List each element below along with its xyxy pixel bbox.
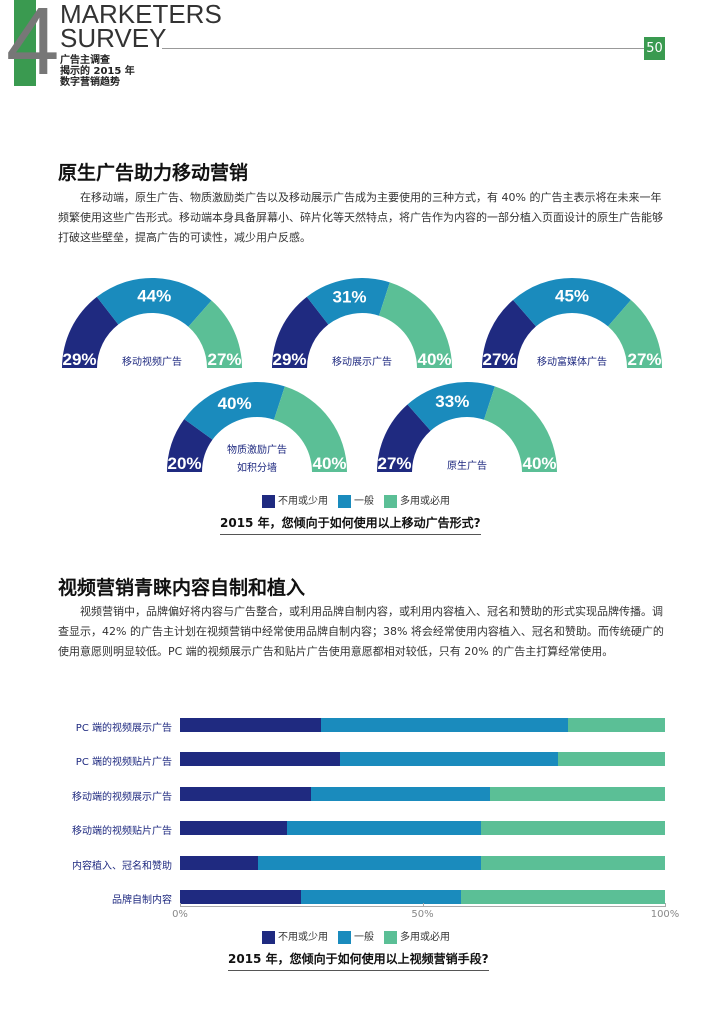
- donut-chart: 29% 44% 27%: [62, 278, 242, 369]
- donut-segment: [306, 278, 390, 325]
- donut-segment: [273, 386, 347, 472]
- donut-segment: [483, 386, 557, 472]
- donut-value-label: 44%: [137, 287, 171, 306]
- donut-value-label: 29%: [62, 350, 96, 369]
- section2-title: 视频营销青睐内容自制和植入: [58, 577, 306, 599]
- bar-segment: [180, 890, 302, 904]
- bar-legend: 不用或少用 一般 多用或必用: [262, 928, 450, 944]
- bar-segment: [490, 787, 665, 801]
- bar-segment: [340, 752, 559, 766]
- subtitle-line: 揭示的 2015 年: [60, 66, 135, 77]
- donut-segment: [96, 278, 212, 327]
- brand-line-2: SURVEY: [60, 23, 167, 53]
- donut-segment: [378, 282, 452, 368]
- x-tick: [180, 903, 181, 907]
- donut-value-label: 31%: [333, 288, 367, 307]
- bar-category-label: 移动端的视频展示广告: [72, 792, 172, 803]
- donut-segment: [62, 296, 119, 368]
- bar-segment: [558, 752, 665, 766]
- section1-paragraph: 在移动端，原生广告、物质激励类广告以及移动展示广告成为主要使用的三种方式，有 4…: [58, 191, 663, 244]
- legend-item: 一般: [338, 928, 374, 944]
- donut-value-label: 27%: [482, 350, 516, 369]
- x-tick-label: 50%: [411, 909, 434, 920]
- donut-chart: 20% 40% 40%: [167, 382, 347, 473]
- bar-segment: [310, 787, 491, 801]
- bar-segment: [286, 821, 481, 835]
- donut-segment: [377, 404, 431, 472]
- donut-category-label: 原生广告: [447, 461, 487, 472]
- donut-value-label: 33%: [435, 392, 469, 411]
- bar-category-label: PC 端的视频贴片广告: [75, 757, 172, 768]
- bar-category-label: 内容植入、冠名和赞助: [72, 861, 172, 872]
- legend-item: 不用或少用: [262, 492, 328, 508]
- donut-value-label: 45%: [555, 287, 589, 306]
- donut-value-label: 27%: [207, 350, 241, 369]
- donut-segment: [513, 278, 631, 327]
- bar-segment: [257, 856, 481, 870]
- donut-segment: [482, 299, 536, 368]
- legend-item: 一般: [338, 492, 374, 508]
- donut-value-label: 40%: [417, 350, 451, 369]
- donut-segment: [188, 300, 242, 368]
- x-tick: [665, 903, 666, 907]
- bar-segment: [180, 752, 341, 766]
- legend-item: 不用或少用: [262, 928, 328, 944]
- bar-segment: [301, 890, 462, 904]
- donut-segment: [272, 296, 329, 368]
- section1-title: 原生广告助力移动营销: [58, 162, 249, 184]
- donut-value-label: 40%: [218, 394, 252, 413]
- donut-category-label: 移动富媒体广告: [537, 357, 607, 368]
- x-tick-label: 100%: [650, 909, 680, 920]
- donut-segment: [184, 382, 285, 440]
- donut-chart: 27% 33% 40%: [377, 382, 557, 473]
- donut-chart: 29% 31% 40%: [272, 278, 452, 369]
- bar-question: 2015 年，您倾向于如何使用以上视频营销手段?: [228, 950, 489, 971]
- donut-category-label: 移动展示广告: [332, 357, 392, 368]
- subtitle-line: 广告主调查: [60, 55, 110, 66]
- bar-segment: [320, 718, 568, 732]
- bar-segment: [480, 821, 665, 835]
- section-number: 4: [6, 0, 60, 95]
- bar-segment: [461, 890, 665, 904]
- bar-segment: [180, 787, 311, 801]
- donut-segment: [167, 419, 213, 472]
- donut-category-label: 移动视频广告: [122, 357, 182, 368]
- bar-segment: [480, 856, 665, 870]
- donut-value-label: 27%: [627, 350, 661, 369]
- donut-segment: [608, 299, 662, 368]
- bar-segment: [180, 718, 321, 732]
- donut-value-label: 27%: [377, 454, 411, 473]
- header-divider: [162, 48, 644, 49]
- page-number: 50: [644, 37, 665, 60]
- donut-value-label: 29%: [272, 350, 306, 369]
- donut-segment: [407, 382, 495, 431]
- donut-legend: 不用或少用 一般 多用或必用: [262, 492, 450, 508]
- bar-segment: [180, 856, 258, 870]
- x-tick-label: 0%: [172, 909, 188, 920]
- legend-item: 多用或必用: [384, 928, 450, 944]
- bar-category-label: 移动端的视频贴片广告: [72, 826, 172, 837]
- section-color-bar: [14, 0, 36, 86]
- bar-category-label: PC 端的视频展示广告: [75, 723, 172, 734]
- donut-category-label: 物质激励广告 如积分墙: [227, 445, 287, 474]
- donut-chart: 27% 45% 27%: [482, 278, 662, 369]
- bar-segment: [568, 718, 665, 732]
- x-tick: [422, 903, 424, 907]
- bar-category-label: 品牌自制内容: [112, 895, 172, 906]
- bar-segment: [180, 821, 287, 835]
- header-subtitle: 广告主调查 揭示的 2015 年 数字营销趋势: [60, 55, 135, 88]
- brand-line-1: MARKETERS: [60, 0, 222, 29]
- donut-question: 2015 年，您倾向于如何使用以上移动广告形式?: [220, 514, 481, 535]
- subtitle-line: 数字营销趋势: [60, 77, 120, 88]
- donut-value-label: 40%: [312, 454, 346, 473]
- donut-value-label: 20%: [167, 454, 201, 473]
- donut-value-label: 40%: [522, 454, 556, 473]
- legend-item: 多用或必用: [384, 492, 450, 508]
- section2-paragraph: 视频营销中，品牌偏好将内容与广告整合，或利用品牌自制内容，或利用内容植入、冠名和…: [58, 605, 664, 658]
